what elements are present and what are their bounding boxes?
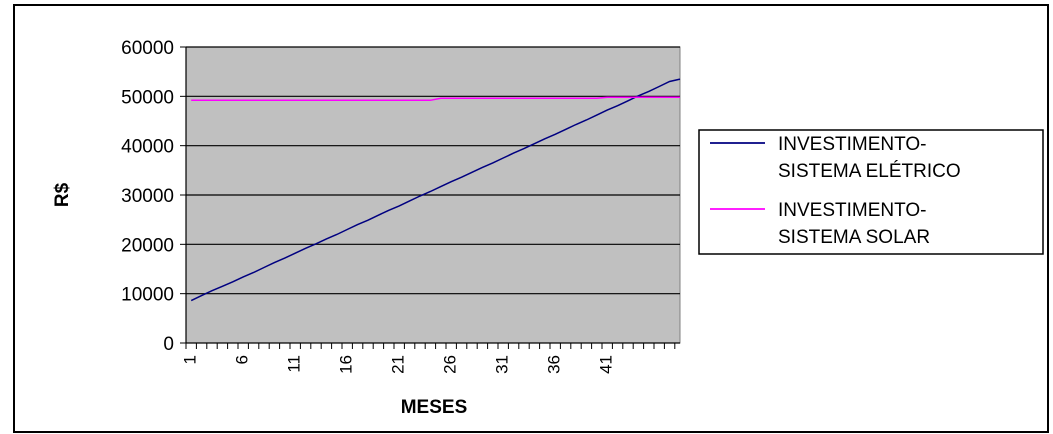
legend-label-0: SISTEMA ELÉTRICO (778, 161, 961, 182)
x-tick-label: 16 (337, 355, 356, 374)
x-axis: 1 6 11 16 21 26 31 36 41 (181, 342, 680, 374)
y-tick-label: 60000 (121, 38, 174, 59)
x-tick-label: 26 (441, 355, 460, 374)
series-line-1 (191, 96, 680, 102)
y-tick-label: 50000 (121, 87, 174, 108)
y-axis-title: R$ (52, 182, 73, 207)
x-axis-title: MESES (401, 397, 468, 418)
x-tick-label: 6 (233, 355, 252, 364)
x-tick-label: 36 (545, 355, 564, 374)
series-line-0 (190, 78, 681, 302)
legend-label-1: SISTEMA SOLAR (778, 227, 930, 248)
series-lines (190, 78, 681, 302)
y-axis: 0 10000 20000 30000 40000 50000 60000 (121, 38, 187, 355)
y-tick-label: 40000 (121, 137, 174, 158)
legend: INVESTIMENTO- SISTEMA ELÉTRICO INVESTIMENT… (698, 129, 1044, 255)
x-tick-label: 41 (597, 355, 616, 374)
legend-label-0: INVESTIMENTO- (778, 134, 927, 155)
y-tick-label: 0 (163, 334, 174, 355)
y-tick-label: 30000 (121, 186, 174, 207)
y-tick-label: 20000 (121, 235, 174, 256)
x-tick-label: 1 (181, 355, 200, 364)
x-tick-label: 31 (493, 355, 512, 374)
x-tick-label: 21 (389, 355, 408, 374)
legend-label-1: INVESTIMENTO- (778, 200, 927, 221)
grid-lines (186, 46, 680, 295)
y-tick-label: 10000 (121, 285, 174, 306)
legend-box (698, 129, 1044, 255)
x-tick-label: 11 (285, 355, 304, 373)
